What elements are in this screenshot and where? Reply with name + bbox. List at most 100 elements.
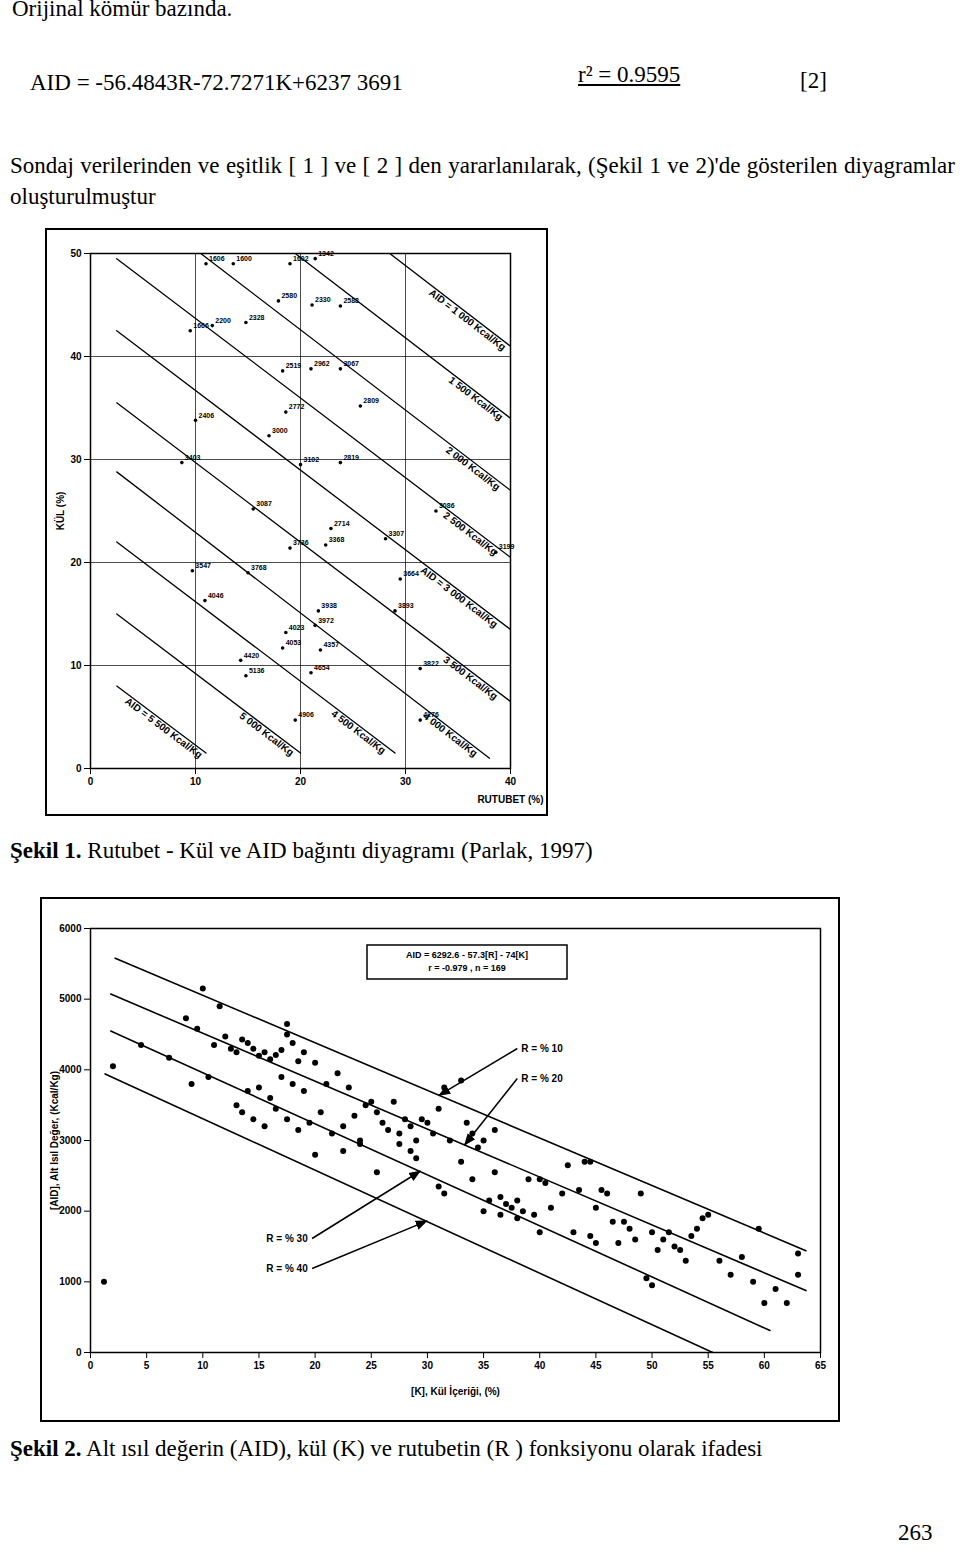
svg-text:10: 10 <box>197 1360 209 1371</box>
svg-text:0: 0 <box>76 1347 82 1358</box>
svg-text:10: 10 <box>70 660 82 671</box>
svg-text:2200: 2200 <box>215 317 231 324</box>
svg-text:40: 40 <box>505 776 517 787</box>
html-text:r² = 0.9595: r² = 0.9595 <box>578 62 681 87</box>
svg-text:2819: 2819 <box>343 454 359 461</box>
svg-text:50: 50 <box>70 248 82 259</box>
svg-text:1 500 Kcal/Kg: 1 500 Kcal/Kg <box>447 374 505 422</box>
svg-text:15: 15 <box>253 1360 265 1371</box>
svg-text:1602: 1602 <box>293 255 309 262</box>
svg-text:4023: 4023 <box>289 624 305 631</box>
svg-text:5: 5 <box>144 1360 150 1371</box>
svg-text:1342: 1342 <box>318 250 334 257</box>
svg-text:20: 20 <box>310 1360 322 1371</box>
html-text:[2]: [2] <box>800 68 827 93</box>
svg-text:3547: 3547 <box>195 562 211 569</box>
svg-text:2000: 2000 <box>59 1205 82 1216</box>
svg-text:65: 65 <box>815 1360 827 1371</box>
svg-text:4654: 4654 <box>314 664 330 671</box>
svg-text:20: 20 <box>70 557 82 568</box>
svg-text:4 500 Kcal/Kg: 4 500 Kcal/Kg <box>329 708 387 756</box>
svg-text:4357: 4357 <box>323 641 339 648</box>
svg-text:AID = 6292.6 - 57.3[R] - 74[K]: AID = 6292.6 - 57.3[R] - 74[K] <box>406 950 528 960</box>
svg-text:60: 60 <box>759 1360 771 1371</box>
svg-text:RUTUBET (%): RUTUBET (%) <box>477 794 543 805</box>
svg-text:3307: 3307 <box>389 530 405 537</box>
html-text:Sondaj verilerinden ve eşitlik: Sondaj verilerinden ve eşitlik [ 1 ] ve … <box>10 153 955 209</box>
svg-text:40: 40 <box>70 351 82 362</box>
svg-text:4000: 4000 <box>59 1064 82 1075</box>
svg-text:10: 10 <box>190 776 202 787</box>
svg-text:2 000 Kcal/Kg: 2 000 Kcal/Kg <box>444 444 502 492</box>
svg-text:[AID], Alt Isıl Değer, (Kcal/K: [AID], Alt Isıl Değer, (Kcal/Kg) <box>49 1071 60 1210</box>
html-text:Şekil 1. Rutubet - Kül ve AID: Şekil 1. Rutubet - Kül ve AID bağıntı di… <box>10 838 593 863</box>
svg-text:2330: 2330 <box>315 296 331 303</box>
svg-text:25: 25 <box>366 1360 378 1371</box>
svg-text:2328: 2328 <box>249 314 265 321</box>
svg-text:3368: 3368 <box>329 536 345 543</box>
svg-text:3972: 3972 <box>318 617 334 624</box>
svg-text:20: 20 <box>295 776 307 787</box>
svg-text:1666: 1666 <box>193 322 209 329</box>
svg-text:3822: 3822 <box>423 660 439 667</box>
svg-text:2714: 2714 <box>334 520 350 527</box>
svg-text:35: 35 <box>478 1360 490 1371</box>
svg-text:AID = 5 500 Kcal/Kg: AID = 5 500 Kcal/Kg <box>123 695 205 760</box>
svg-text:r = -0.979 , n = 169: r = -0.979 , n = 169 <box>428 963 506 973</box>
svg-text:30: 30 <box>422 1360 434 1371</box>
svg-text:4046: 4046 <box>208 592 224 599</box>
svg-text:3199: 3199 <box>499 543 515 550</box>
svg-text:3087: 3087 <box>256 500 272 507</box>
svg-text:2519: 2519 <box>286 362 302 369</box>
svg-text:2962: 2962 <box>314 360 330 367</box>
svg-text:3736: 3736 <box>293 539 309 546</box>
svg-text:[K], Kül İçeriği, (%): [K], Kül İçeriği, (%) <box>411 1385 500 1397</box>
svg-text:AID = 1 000 Kcal/Kg: AID = 1 000 Kcal/Kg <box>427 287 508 353</box>
svg-text:3768: 3768 <box>251 564 267 571</box>
svg-text:1600: 1600 <box>236 255 252 262</box>
svg-text:AID = 3 000 Kcal/Kg: AID = 3 000 Kcal/Kg <box>419 564 500 629</box>
svg-text:0: 0 <box>88 1360 94 1371</box>
svg-text:0: 0 <box>76 763 82 774</box>
svg-text:4 000 Kcal/Kg: 4 000 Kcal/Kg <box>421 710 479 758</box>
svg-text:R = % 30: R = % 30 <box>266 1233 308 1244</box>
svg-text:5 000 Kcal/Kg: 5 000 Kcal/Kg <box>238 710 297 758</box>
svg-text:1606: 1606 <box>209 255 225 262</box>
svg-text:3102: 3102 <box>304 456 320 463</box>
html-text:AID = -56.4843R-72.7271K+6237: AID = -56.4843R-72.7271K+6237 3691 <box>30 70 403 95</box>
html-text:Şekil 2. Alt ısıl değerin (AID: Şekil 2. Alt ısıl değerin (AID), kül (K)… <box>10 1436 763 1461</box>
svg-text:4906: 4906 <box>298 711 314 718</box>
svg-text:55: 55 <box>703 1360 715 1371</box>
svg-text:3067: 3067 <box>343 360 359 367</box>
svg-text:R = % 20: R = % 20 <box>521 1073 563 1084</box>
svg-text:6000: 6000 <box>59 923 82 934</box>
svg-text:3893: 3893 <box>398 602 414 609</box>
svg-text:30: 30 <box>70 454 82 465</box>
svg-text:3000: 3000 <box>59 1135 82 1146</box>
svg-text:30: 30 <box>400 776 412 787</box>
svg-text:2588: 2588 <box>343 297 359 304</box>
svg-text:5136: 5136 <box>249 667 265 674</box>
svg-text:2580: 2580 <box>281 292 297 299</box>
svg-text:3086: 3086 <box>439 502 455 509</box>
svg-text:2 500 Kcal/Kg: 2 500 Kcal/Kg <box>441 510 499 558</box>
svg-text:5000: 5000 <box>59 993 82 1004</box>
svg-text:3403: 3403 <box>185 454 201 461</box>
svg-text:1000: 1000 <box>59 1276 82 1287</box>
svg-text:45: 45 <box>590 1360 602 1371</box>
svg-text:2809: 2809 <box>363 397 379 404</box>
svg-text:50: 50 <box>646 1360 658 1371</box>
svg-text:KÜL (%): KÜL (%) <box>54 492 66 531</box>
svg-text:4053: 4053 <box>286 639 302 646</box>
svg-text:2406: 2406 <box>199 412 215 419</box>
svg-text:3664: 3664 <box>403 570 419 577</box>
svg-text:R = % 40: R = % 40 <box>266 1263 308 1274</box>
svg-text:2772: 2772 <box>289 403 305 410</box>
svg-text:0: 0 <box>88 776 94 787</box>
svg-text:3000: 3000 <box>272 427 288 434</box>
svg-text:3 500 Kcal/Kg: 3 500 Kcal/Kg <box>441 654 499 702</box>
svg-text:R = % 10: R = % 10 <box>521 1043 563 1054</box>
svg-text:4420: 4420 <box>244 652 260 659</box>
svg-text:3938: 3938 <box>321 602 337 609</box>
svg-text:40: 40 <box>534 1360 546 1371</box>
